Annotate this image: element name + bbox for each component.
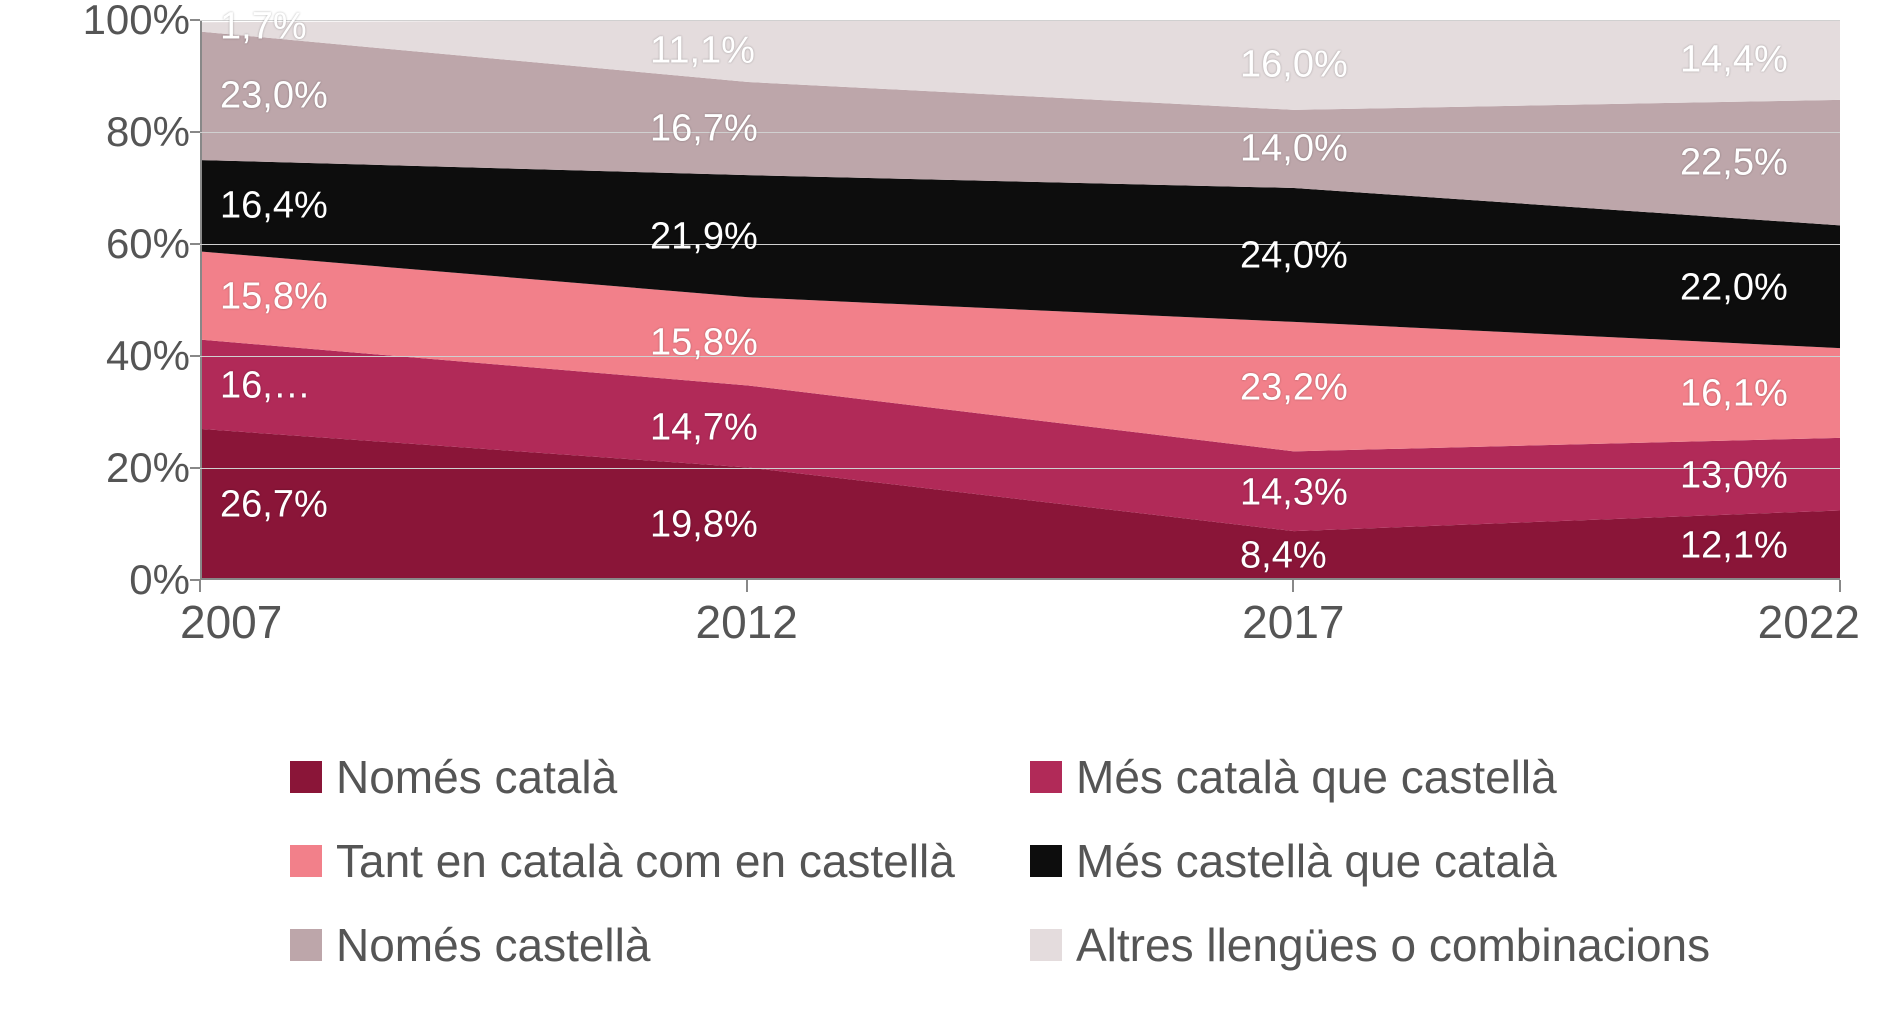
area-layers bbox=[202, 20, 1840, 578]
y-axis-label: 60% bbox=[40, 220, 190, 268]
data-label: 14,7% bbox=[650, 406, 758, 449]
y-axis-label: 80% bbox=[40, 108, 190, 156]
data-label: 24,0% bbox=[1240, 234, 1348, 277]
data-label: 15,8% bbox=[650, 321, 758, 364]
x-axis-label: 2017 bbox=[1242, 595, 1344, 649]
data-label: 8,4% bbox=[1240, 535, 1327, 578]
x-axis-label: 2012 bbox=[695, 595, 797, 649]
y-gridline bbox=[200, 356, 1840, 357]
data-label: 16,… bbox=[220, 364, 311, 407]
legend-item-tant_catala: Tant en català com en castellà bbox=[290, 834, 1030, 888]
legend-label: Només català bbox=[336, 750, 617, 804]
data-label: 23,0% bbox=[220, 75, 328, 118]
y-tickmark bbox=[190, 243, 200, 245]
legend-label: Altres llengües o combinacions bbox=[1076, 918, 1710, 972]
legend-swatch bbox=[290, 761, 322, 793]
plot-area bbox=[200, 20, 1840, 580]
x-axis-label: 2022 bbox=[1758, 595, 1860, 649]
data-label: 13,0% bbox=[1680, 454, 1788, 497]
legend-label: Més català que castellà bbox=[1076, 750, 1557, 804]
data-label: 12,1% bbox=[1680, 525, 1788, 568]
y-gridline bbox=[200, 468, 1840, 469]
data-label: 11,1% bbox=[650, 30, 755, 73]
x-tickmark bbox=[1292, 580, 1294, 592]
legend-item-mes_catala: Més català que castellà bbox=[1030, 750, 1770, 804]
data-label: 16,4% bbox=[220, 185, 328, 228]
y-axis-label: 100% bbox=[40, 0, 190, 44]
data-label: 23,2% bbox=[1240, 366, 1348, 409]
y-tickmark bbox=[190, 355, 200, 357]
data-label: 22,5% bbox=[1680, 142, 1788, 185]
legend-swatch bbox=[1030, 929, 1062, 961]
data-label: 26,7% bbox=[220, 484, 328, 527]
legend-swatch bbox=[1030, 761, 1062, 793]
data-label: 14,4% bbox=[1680, 38, 1788, 81]
legend: Només català Més català que castellà Tant … bbox=[290, 750, 1790, 1002]
x-axis-label: 2007 bbox=[180, 595, 282, 649]
y-axis-label: 40% bbox=[40, 332, 190, 380]
data-label: 14,0% bbox=[1240, 128, 1348, 171]
data-label: 15,8% bbox=[220, 275, 328, 318]
y-tickmark bbox=[190, 19, 200, 21]
legend-item-nomes_castella: Només castellà bbox=[290, 918, 1030, 972]
data-label: 16,7% bbox=[650, 107, 758, 150]
legend-label: Més castellà que català bbox=[1076, 834, 1557, 888]
x-tickmark bbox=[199, 580, 201, 592]
data-label: 14,3% bbox=[1240, 471, 1348, 514]
legend-item-nomes_catala: Només català bbox=[290, 750, 1030, 804]
data-label: 19,8% bbox=[650, 503, 758, 546]
y-gridline bbox=[200, 132, 1840, 133]
stacked-area-chart: Només catalàMés català que castellàTant … bbox=[40, 20, 1860, 720]
data-label: 21,9% bbox=[650, 216, 758, 259]
data-label: 16,1% bbox=[1680, 373, 1788, 416]
y-gridline bbox=[200, 20, 1840, 21]
y-gridline bbox=[200, 244, 1840, 245]
data-label: 22,0% bbox=[1680, 266, 1788, 309]
legend-label: Només castellà bbox=[336, 918, 650, 972]
legend-item-altres: Altres llengües o combinacions bbox=[1030, 918, 1770, 972]
legend-item-mes_castella: Més castellà que català bbox=[1030, 834, 1770, 888]
legend-swatch bbox=[290, 929, 322, 961]
y-tickmark bbox=[190, 131, 200, 133]
legend-swatch bbox=[290, 845, 322, 877]
y-axis-label: 20% bbox=[40, 444, 190, 492]
legend-swatch bbox=[1030, 845, 1062, 877]
x-tickmark bbox=[746, 580, 748, 592]
data-label: 1,7% bbox=[220, 6, 307, 49]
y-axis-label: 0% bbox=[40, 556, 190, 604]
y-tickmark bbox=[190, 467, 200, 469]
data-label: 16,0% bbox=[1240, 44, 1348, 87]
x-tickmark bbox=[1839, 580, 1841, 592]
legend-label: Tant en català com en castellà bbox=[336, 834, 955, 888]
